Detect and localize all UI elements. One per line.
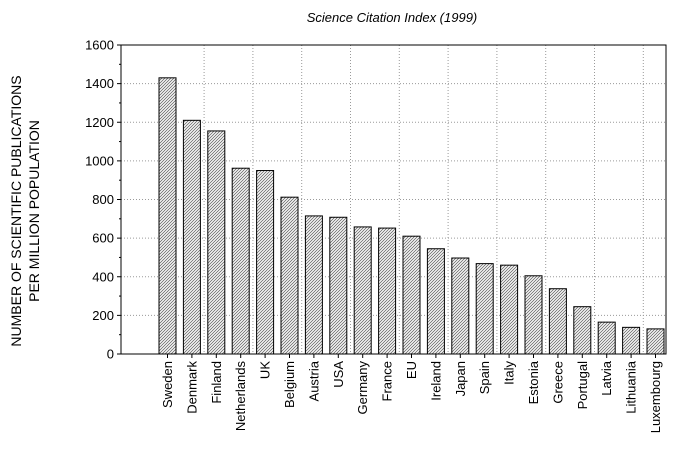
x-tick-label: Finland: [209, 361, 224, 404]
y-tick-label: 1400: [85, 76, 114, 91]
x-tick-label: France: [380, 361, 395, 401]
bar-sweden: [158, 77, 177, 355]
x-axis-ticks: Sweden Denmark Finland Netherlands UK Belgium…: [160, 354, 663, 433]
bar-italy: [500, 264, 519, 355]
y-tick-label: 800: [92, 192, 114, 207]
x-tick-label: Portugal: [575, 361, 590, 410]
x-tick-label: Estonia: [526, 360, 541, 404]
bar-portugal: [573, 306, 592, 355]
bar-denmark: [182, 119, 201, 355]
y-axis-ticks: 0 200 400 600 800 1000 1200 1400 1600: [85, 38, 121, 362]
y-tick-label: 1000: [85, 153, 114, 168]
bar-spain: [475, 263, 494, 355]
chart-title: Science Citation Index (1999): [307, 10, 478, 25]
y-axis-label: NUMBER OF SCIENTIFIC PUBLICATIONS PER MI…: [8, 75, 42, 346]
bar-eu: [402, 235, 421, 355]
x-tick-label: Austria: [306, 360, 321, 401]
bar-lithuania: [622, 326, 641, 355]
y-tick-label: 200: [92, 308, 114, 323]
x-tick-label: Lithuania: [624, 360, 639, 414]
x-tick-label: Latvia: [599, 360, 614, 395]
bar-latvia: [597, 321, 616, 355]
bar-belgium: [280, 196, 299, 355]
x-tick-label: USA: [331, 361, 346, 388]
y-axis-label-line-2: PER MILLION POPULATION: [26, 120, 42, 302]
bar-japan: [451, 257, 470, 355]
x-tick-label: Italy: [502, 361, 517, 385]
bar-austria: [304, 215, 323, 355]
x-tick-label: Ireland: [428, 361, 443, 401]
x-tick-label: Netherlands: [233, 361, 248, 432]
x-tick-label: Greece: [550, 361, 565, 404]
bar-france: [378, 227, 397, 355]
y-tick-label: 1600: [85, 38, 114, 53]
x-tick-label: Sweden: [160, 361, 175, 408]
x-tick-label: Spain: [477, 361, 492, 394]
y-tick-label: 600: [92, 231, 114, 246]
y-tick-label: 1200: [85, 115, 114, 130]
x-tick-label: Germany: [355, 361, 370, 415]
x-tick-label: Denmark: [184, 361, 199, 414]
bar-finland: [207, 130, 226, 355]
x-tick-label: EU: [404, 361, 419, 379]
bar-uk: [256, 170, 275, 355]
bar-germany: [353, 226, 372, 355]
x-tick-label: Belgium: [282, 361, 297, 408]
bar-greece: [548, 288, 567, 355]
plot-frame: [120, 44, 667, 355]
bar-usa: [329, 216, 348, 355]
x-tick-label: Luxembourg: [648, 361, 663, 433]
y-axis-label-line-1: NUMBER OF SCIENTIFIC PUBLICATIONS: [8, 75, 24, 346]
bar-ireland: [426, 248, 445, 355]
x-tick-label: Japan: [453, 361, 468, 396]
bar-estonia: [524, 275, 543, 355]
bar-luxembourg: [646, 328, 665, 355]
bar-netherlands: [231, 167, 250, 355]
bars: [158, 77, 665, 355]
y-tick-label: 0: [107, 347, 114, 362]
y-tick-label: 400: [92, 269, 114, 284]
x-tick-label: UK: [258, 361, 273, 379]
